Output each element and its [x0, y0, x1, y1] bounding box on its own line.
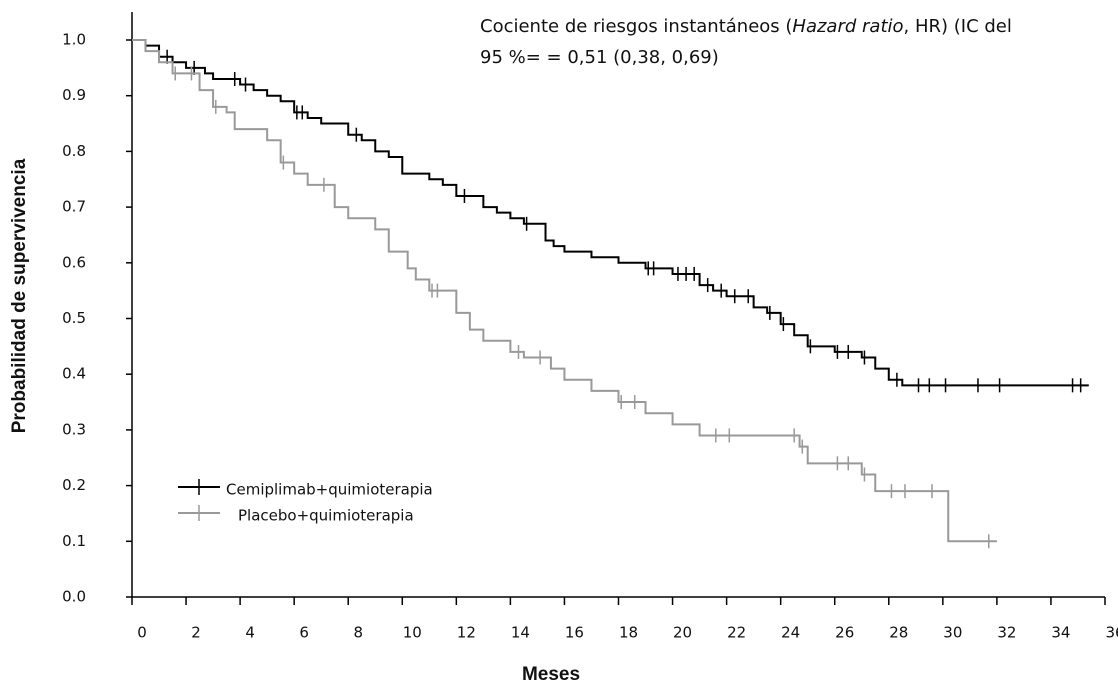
y-tick-label: 0.6 [62, 253, 86, 271]
x-tick-label: 16 [565, 624, 584, 642]
x-tick-label: 12 [457, 624, 476, 642]
x-tick-label: 36 [1105, 624, 1118, 642]
legend-text: Placebo+quimioterapia [238, 507, 414, 525]
x-tick-label: 20 [673, 624, 692, 642]
y-tick-label: 0.0 [62, 588, 86, 606]
y-tick-label: 0.8 [62, 142, 86, 160]
x-tick-label: 32 [997, 624, 1016, 642]
annotation-text: , HR) (IC del [904, 16, 1012, 37]
legend-text: Cemiplimab+quimioterapia [226, 481, 433, 499]
x-tick-label: 0 [137, 624, 147, 642]
x-tick-label: 30 [943, 624, 962, 642]
y-tick-label: 1.0 [62, 31, 86, 49]
x-tick-label: 4 [245, 624, 255, 642]
x-tick-label: 18 [619, 624, 638, 642]
y-tick-label: 0.9 [62, 86, 86, 104]
x-tick-label: 24 [781, 624, 800, 642]
x-axis-title: Meses [522, 664, 580, 685]
y-tick-label: 0.5 [62, 309, 86, 327]
x-tick-label: 10 [403, 624, 422, 642]
x-tick-label: 6 [299, 624, 309, 642]
y-tick-label: 0.7 [62, 198, 86, 216]
x-tick-label: 8 [353, 624, 363, 642]
y-tick-label: 0.3 [62, 420, 86, 438]
x-tick-label: 14 [511, 624, 530, 642]
y-tick-label: 0.4 [62, 365, 86, 383]
y-tick-label: 0.1 [62, 532, 86, 550]
survival-curve [132, 39, 997, 543]
x-tick-label: 34 [1051, 624, 1070, 642]
y-axis-title: Probabilidad de supervivencia [9, 158, 30, 433]
x-tick-label: 2 [191, 624, 201, 642]
survival-curve [132, 39, 1089, 387]
annotation: Cociente de riesgos instantáneos (Hazard… [480, 16, 1012, 37]
x-tick-label: 26 [835, 624, 854, 642]
x-tick-label: 28 [889, 624, 908, 642]
y-tick-label: 0.2 [62, 476, 86, 494]
x-tick-label: 22 [727, 624, 746, 642]
annotation-text: Hazard ratio [792, 16, 903, 37]
annotation-text: Cociente de riesgos instantáneos ( [480, 16, 792, 37]
annotation: 95 %= = 0,51 (0,38, 0,69) [480, 47, 719, 68]
